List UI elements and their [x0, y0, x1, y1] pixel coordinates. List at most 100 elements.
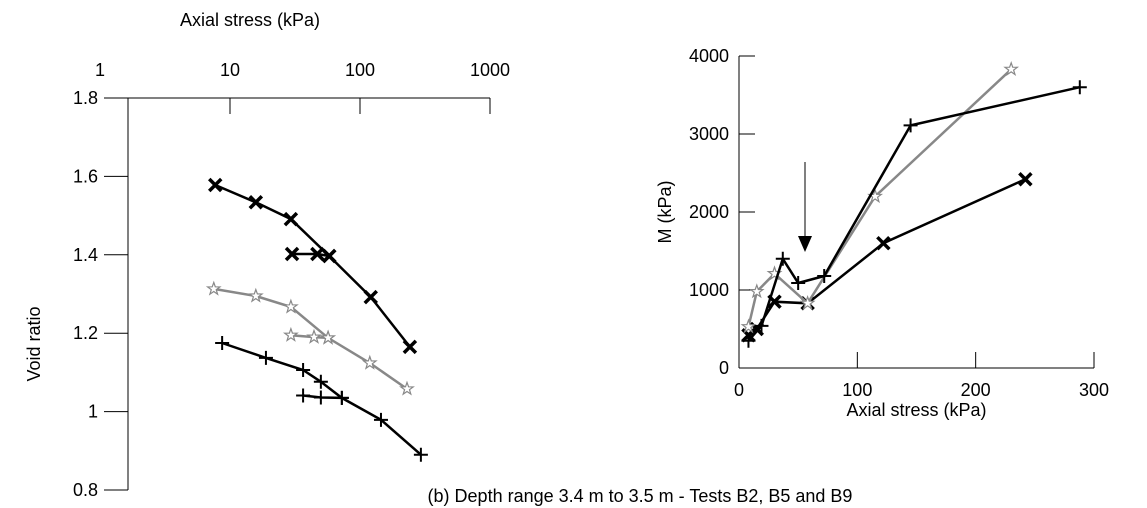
- plus-marker: [296, 388, 311, 403]
- plus-marker: [334, 390, 349, 405]
- caption: (b) Depth range 3.4 m to 3.5 m - Tests B…: [428, 486, 853, 506]
- data-point: [320, 329, 336, 345]
- x-marker: [283, 211, 299, 227]
- plus-marker: [313, 390, 328, 405]
- x-tick-label: 10: [220, 60, 240, 80]
- x-marker: [248, 195, 264, 210]
- data-point: [296, 363, 311, 378]
- data-point: [282, 298, 299, 314]
- data-point: [799, 294, 816, 310]
- data-point: [1003, 60, 1020, 76]
- data-point: [361, 354, 378, 370]
- star-marker: [247, 287, 264, 303]
- data-point: [399, 380, 415, 396]
- data-point: [296, 388, 311, 403]
- y-tick-label: 4000: [689, 46, 729, 66]
- star-marker: [748, 283, 765, 299]
- data-point: [313, 390, 328, 405]
- star-marker: [799, 294, 816, 310]
- plus-marker: [373, 412, 388, 427]
- data-point: [876, 235, 891, 251]
- data-point: [740, 318, 757, 334]
- x-axis-label: Axial stress (kPa): [846, 400, 986, 420]
- x-marker: [284, 246, 300, 262]
- data-point: [310, 246, 325, 262]
- data-point: [306, 328, 322, 344]
- x-marker: [363, 289, 378, 305]
- star-marker: [740, 318, 757, 334]
- plus-marker: [754, 318, 769, 333]
- x-marker: [1018, 172, 1033, 187]
- plus-marker: [296, 363, 311, 378]
- plus-marker: [413, 447, 428, 462]
- y-tick-label: 1.4: [73, 245, 98, 265]
- data-point: [248, 195, 264, 210]
- x-tick-label: 1000: [470, 60, 510, 80]
- data-point: [791, 275, 806, 290]
- x-axis-label: Axial stress (kPa): [180, 10, 320, 30]
- data-point: [283, 211, 299, 227]
- data-point: [373, 412, 388, 427]
- star-marker: [361, 354, 378, 370]
- data-point: [903, 118, 918, 133]
- data-point: [1072, 80, 1087, 95]
- star-marker: [282, 298, 299, 314]
- star-marker: [1003, 60, 1020, 76]
- star-marker: [320, 329, 336, 345]
- data-point: [313, 374, 328, 389]
- x-tick-label: 200: [961, 380, 991, 400]
- plus-marker: [1072, 80, 1087, 95]
- series-line: [747, 68, 1013, 327]
- x-marker: [876, 235, 891, 251]
- data-point: [215, 336, 230, 350]
- data-point: [402, 339, 418, 355]
- series-line: [747, 178, 1026, 337]
- plus-marker: [903, 118, 918, 133]
- data-point: [282, 326, 299, 342]
- data-point: [284, 246, 300, 262]
- x-tick-label: 0: [734, 380, 744, 400]
- x-tick-label: 1: [95, 60, 105, 80]
- data-point: [741, 333, 756, 348]
- data-point: [208, 177, 223, 193]
- star-marker: [306, 328, 322, 344]
- y-tick-label: 1: [88, 402, 98, 422]
- data-point: [413, 447, 428, 462]
- y-tick-label: 2000: [689, 202, 729, 222]
- y-tick-label: 1000: [689, 280, 729, 300]
- x-tick-label: 100: [842, 380, 872, 400]
- data-point: [322, 248, 337, 264]
- data-point: [748, 283, 765, 299]
- data-point: [1018, 172, 1033, 187]
- series-line: [214, 183, 411, 348]
- plus-marker: [258, 350, 273, 365]
- data-point: [334, 390, 349, 405]
- y-tick-label: 1.2: [73, 323, 98, 343]
- y-tick-label: 1.8: [73, 88, 98, 108]
- star-marker: [399, 380, 415, 396]
- arrow-head: [798, 236, 812, 252]
- y-tick-label: 0.8: [73, 480, 98, 500]
- data-point: [754, 318, 769, 333]
- plus-marker: [775, 251, 790, 266]
- star-marker: [282, 326, 299, 342]
- data-point: [205, 280, 222, 296]
- y-axis-label: M (kPa): [655, 181, 675, 244]
- x-marker: [322, 248, 337, 264]
- plus-marker: [313, 374, 328, 389]
- plus-marker: [817, 268, 832, 283]
- x-marker: [310, 246, 325, 262]
- plus-marker: [215, 336, 230, 350]
- data-point: [817, 268, 832, 283]
- data-point: [363, 289, 378, 305]
- x-marker: [208, 177, 223, 193]
- data-point: [247, 287, 264, 303]
- y-tick-label: 3000: [689, 124, 729, 144]
- y-tick-label: 0: [719, 358, 729, 378]
- x-tick-label: 100: [345, 60, 375, 80]
- data-point: [258, 350, 273, 365]
- x-tick-label: 300: [1079, 380, 1109, 400]
- plus-marker: [741, 333, 756, 348]
- star-marker: [205, 280, 222, 296]
- y-tick-label: 1.6: [73, 166, 98, 186]
